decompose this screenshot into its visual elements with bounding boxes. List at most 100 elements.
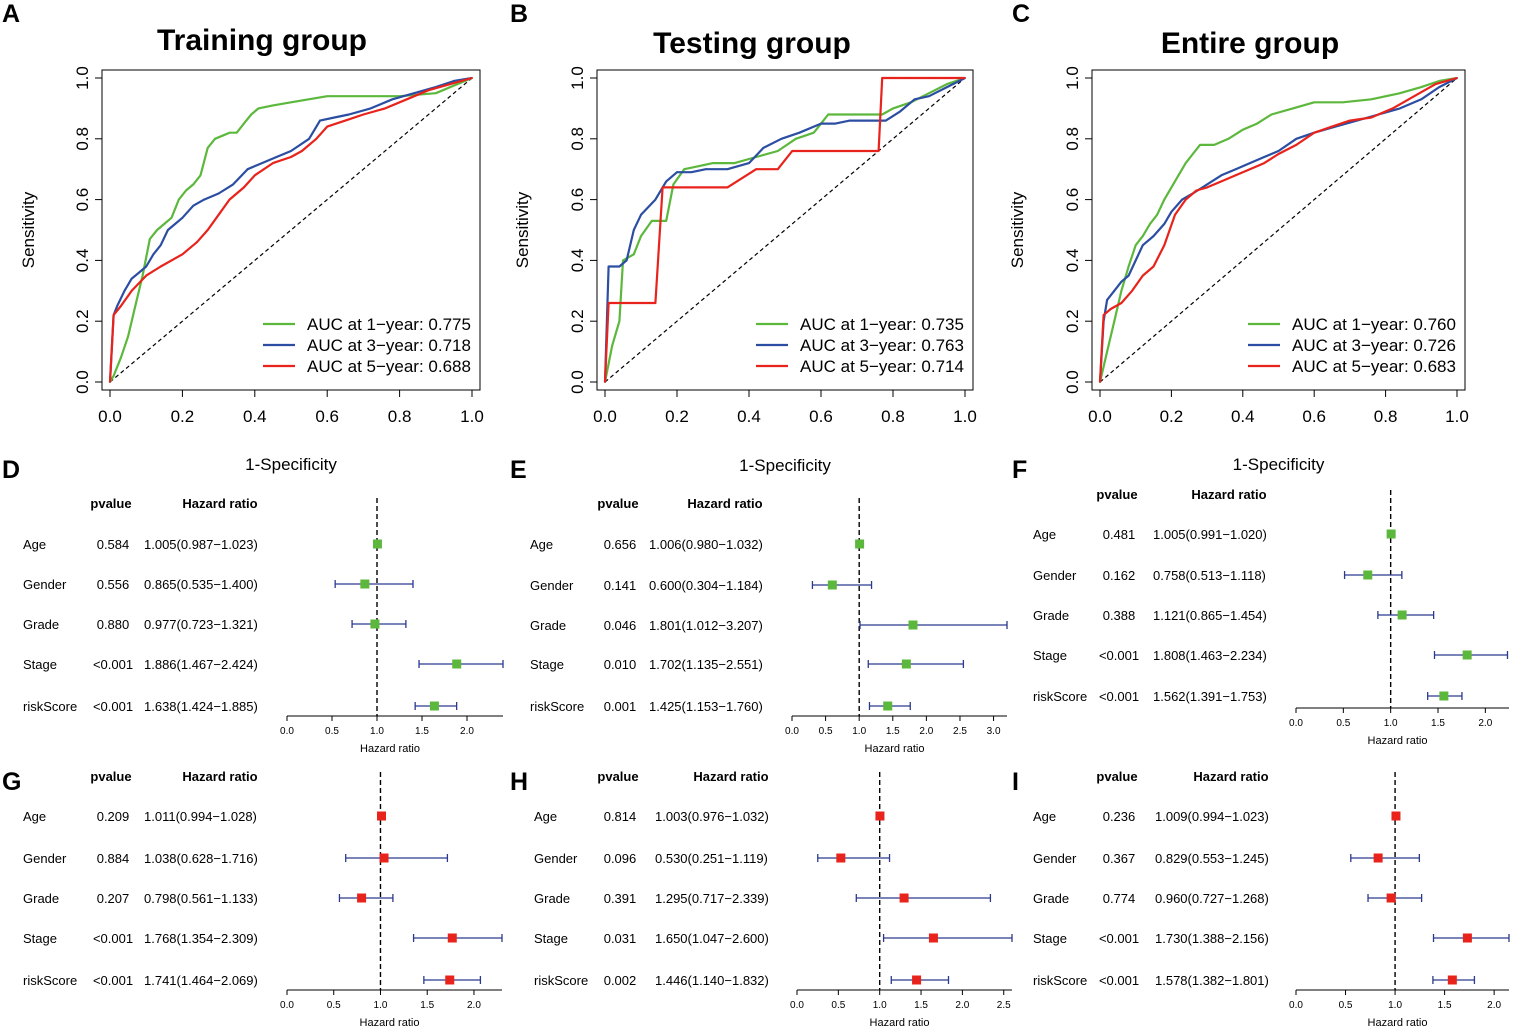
roc-point — [206, 229, 209, 231]
roc-curve-1 — [603, 76, 966, 383]
x-tick-label: 0.4 — [243, 407, 267, 426]
row-hazard-ratio-text: 1.425(1.153−1.760) — [649, 699, 763, 714]
x-axis-label: Hazard ratio — [1368, 1017, 1428, 1028]
row-pvalue: 0.002 — [604, 973, 637, 988]
roc-point — [1152, 235, 1155, 237]
hr-marker — [908, 620, 918, 630]
roc-point — [690, 171, 693, 174]
x-tick-label: 0.6 — [809, 407, 833, 426]
roc-point — [812, 131, 815, 134]
roc-point — [1263, 156, 1266, 158]
hr-marker — [429, 701, 439, 711]
row-hazard-ratio-text: 1.801(1.012−3.207) — [649, 618, 763, 633]
roc-point — [1349, 119, 1351, 122]
roc-point — [1206, 183, 1208, 186]
roc-point — [1420, 98, 1423, 101]
roc-point — [618, 320, 621, 323]
y-tick-label: 0.6 — [73, 188, 92, 212]
roc-point — [640, 235, 642, 237]
roc-point — [127, 335, 129, 338]
roc-point — [185, 189, 187, 192]
legend-label: AUC at 5−year: 0.688 — [307, 357, 471, 376]
hr-marker — [1363, 570, 1373, 580]
x-tick-label: 0.0 — [1289, 718, 1303, 729]
roc-point — [834, 122, 837, 125]
roc-point — [881, 113, 884, 116]
row-hazard-ratio-text: 1.741(1.464−2.069) — [144, 973, 258, 988]
hr-marker — [1447, 975, 1457, 985]
roc-point — [884, 119, 887, 122]
roc-point — [661, 186, 664, 189]
x-tick-label: 0.6 — [1302, 407, 1326, 426]
roc-point — [1270, 113, 1273, 116]
roc-point — [1127, 265, 1130, 268]
x-tick-label: 1.0 — [374, 1000, 388, 1011]
roc-point — [116, 305, 119, 307]
x-tick-label: 2.0 — [955, 1000, 969, 1011]
row-hazard-ratio-text: 1.730(1.388−2.156) — [1155, 931, 1269, 946]
x-axis-label: 1-Specificity — [245, 455, 337, 474]
roc-point — [1295, 137, 1298, 140]
roc-point — [1277, 153, 1280, 155]
panel-h: H pvalue Hazard ratio Age 0.814 1.003(0.976−… — [510, 768, 1013, 1028]
row-pvalue: 0.031 — [604, 931, 637, 946]
roc-point — [449, 83, 452, 85]
roc-point — [946, 77, 948, 79]
roc-point — [899, 110, 902, 113]
row-hazard-ratio-text: 1.003(0.976−1.032) — [655, 809, 769, 824]
roc-point — [250, 113, 253, 116]
row-variable-name: Stage — [1033, 648, 1067, 663]
header-pvalue: pvalue — [90, 496, 131, 511]
row-pvalue: 0.141 — [604, 578, 637, 593]
roc-point — [170, 216, 173, 219]
roc-point — [827, 113, 830, 116]
roc-point — [654, 302, 657, 304]
row-hazard-ratio-text: 0.758(0.513−1.118) — [1153, 568, 1266, 583]
panel-c: C Entire group 0.0 0.2 0.4 0.6 0.8 1.0 0.0 0.2 0.… — [1008, 0, 1469, 474]
x-tick-label: 2.0 — [460, 726, 474, 737]
roc-point — [434, 92, 437, 95]
roc-point — [138, 271, 140, 274]
roc-point — [733, 162, 736, 165]
hr-marker — [452, 659, 462, 669]
row-variable-name: Age — [23, 809, 46, 824]
row-hazard-ratio-text: 0.600(0.304−1.184) — [649, 578, 763, 593]
legend-label: AUC at 5−year: 0.714 — [800, 357, 964, 376]
roc-point — [1220, 174, 1223, 177]
roc-point — [820, 122, 822, 125]
x-tick-label: 0.8 — [881, 407, 905, 426]
roc-point — [672, 183, 675, 186]
hr-marker — [370, 619, 380, 629]
x-tick-label: 0.8 — [388, 407, 412, 426]
row-hazard-ratio-text: 1.038(0.628−1.716) — [144, 851, 258, 866]
x-tick-label: 1.0 — [873, 1000, 887, 1011]
roc-point — [119, 305, 122, 307]
hr-marker — [357, 893, 367, 903]
panel-f: F pvalue Hazard ratio Age 0.481 1.005(0.991−… — [1012, 456, 1509, 747]
roc-point — [192, 204, 195, 207]
row-variable-name: riskScore — [1033, 689, 1087, 704]
legend-label: AUC at 3−year: 0.763 — [800, 336, 964, 355]
roc-point — [611, 344, 614, 347]
roc-point — [1184, 198, 1187, 201]
roc-point — [1227, 137, 1230, 140]
roc-point — [315, 137, 318, 140]
roc-point — [199, 174, 202, 177]
hr-marker — [379, 853, 389, 863]
y-tick-label: 1.0 — [1063, 66, 1082, 90]
roc-point — [275, 156, 278, 158]
y-tick-label: 0.8 — [568, 127, 587, 151]
roc-point — [1120, 280, 1123, 283]
x-tick-label: 1.5 — [886, 726, 900, 737]
roc-point — [726, 168, 729, 171]
roc-point — [206, 147, 209, 149]
roc-point — [1263, 162, 1266, 165]
roc-point — [697, 165, 700, 168]
roc-point — [228, 131, 231, 134]
legend-label: AUC at 3−year: 0.718 — [307, 336, 471, 355]
roc-point — [391, 98, 394, 101]
panel-a: A Training group 0.0 0.2 0.4 0.6 0.8 1.0 0.0 0.2… — [2, 0, 484, 474]
roc-point — [683, 168, 686, 171]
roc-point — [243, 186, 245, 189]
roc-point — [1099, 381, 1101, 383]
